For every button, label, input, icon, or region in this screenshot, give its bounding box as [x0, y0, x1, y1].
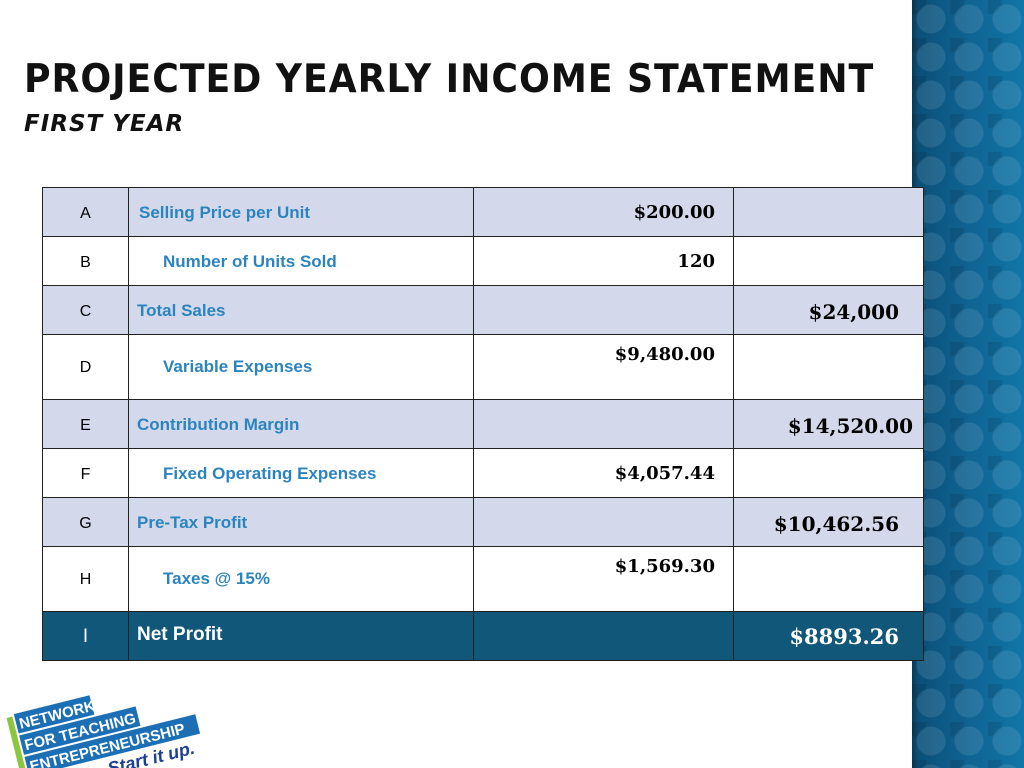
- table-row-total: I Net Profit $8893.26: [42, 611, 924, 661]
- decorative-sidebar: [912, 0, 1024, 768]
- table-row: A Selling Price per Unit $200.00: [42, 187, 924, 237]
- row-amount: [473, 611, 734, 661]
- row-label-text: Pre-Tax Profit: [137, 513, 248, 532]
- row-total: $14,520.00: [733, 399, 924, 449]
- row-letter: B: [42, 236, 129, 286]
- row-total: $10,462.56: [733, 497, 924, 547]
- row-amount: [473, 497, 734, 547]
- row-total: [733, 187, 924, 237]
- row-label: Total Sales: [128, 285, 474, 335]
- logo-band-3: [24, 714, 201, 768]
- row-label: Taxes @ 15%: [128, 546, 474, 612]
- row-label-text: Variable Expenses: [163, 357, 313, 376]
- row-total: [733, 334, 924, 400]
- row-label: Variable Expenses: [128, 334, 474, 400]
- row-label: Pre-Tax Profit: [128, 497, 474, 547]
- row-total: [733, 448, 924, 498]
- logo-band-2: [19, 706, 141, 755]
- table-row: C Total Sales $24,000: [42, 285, 924, 335]
- table-row: F Fixed Operating Expenses $4,057.44: [42, 448, 924, 498]
- row-label: Fixed Operating Expenses: [128, 448, 474, 498]
- row-total: [733, 546, 924, 612]
- row-letter: C: [42, 285, 129, 335]
- row-letter: E: [42, 399, 129, 449]
- row-letter: A: [42, 187, 129, 237]
- logo-green-bar: [6, 716, 28, 768]
- row-amount: $4,057.44: [473, 448, 734, 498]
- row-amount: [473, 399, 734, 449]
- slide-subtitle: FIRST YEAR: [24, 111, 185, 137]
- row-amount: [473, 285, 734, 335]
- net-profit-total: $8893.26: [733, 611, 924, 661]
- row-letter: H: [42, 546, 129, 612]
- row-label-text: Net Profit: [137, 624, 223, 645]
- row-letter: D: [42, 334, 129, 400]
- row-label-text: Total Sales: [137, 301, 226, 320]
- row-label-text: Number of Units Sold: [163, 252, 337, 271]
- table-row: B Number of Units Sold 120: [42, 236, 924, 286]
- row-amount: 120: [473, 236, 734, 286]
- row-amount: $1,569.30: [473, 546, 734, 612]
- table-row: D Variable Expenses $9,480.00: [42, 334, 924, 400]
- nfte-logo: NETWORK FOR TEACHING ENTREPRENEURSHIP St…: [6, 695, 201, 768]
- row-amount: $200.00: [473, 187, 734, 237]
- row-label: Contribution Margin: [128, 399, 474, 449]
- table-row: E Contribution Margin $14,520.00: [42, 399, 924, 449]
- slide-title: PROJECTED YEARLY INCOME STATEMENT: [24, 57, 875, 102]
- row-label: Net Profit: [128, 611, 474, 661]
- row-letter: I: [42, 611, 129, 661]
- row-total: [733, 236, 924, 286]
- row-label-text: Taxes @ 15%: [163, 569, 270, 588]
- row-label-text: Selling Price per Unit: [139, 203, 310, 222]
- row-amount: $9,480.00: [473, 334, 734, 400]
- row-label-text: Contribution Margin: [137, 415, 300, 434]
- logo-band-1: [13, 695, 95, 734]
- table-row: G Pre-Tax Profit $10,462.56: [42, 497, 924, 547]
- row-letter: G: [42, 497, 129, 547]
- row-label: Selling Price per Unit: [128, 187, 474, 237]
- row-total: $24,000: [733, 285, 924, 335]
- row-label: Number of Units Sold: [128, 236, 474, 286]
- row-letter: F: [42, 448, 129, 498]
- income-statement-table: A Selling Price per Unit $200.00 B Numbe…: [42, 187, 924, 661]
- table-row: H Taxes @ 15% $1,569.30: [42, 546, 924, 612]
- row-label-text: Fixed Operating Expenses: [163, 464, 377, 483]
